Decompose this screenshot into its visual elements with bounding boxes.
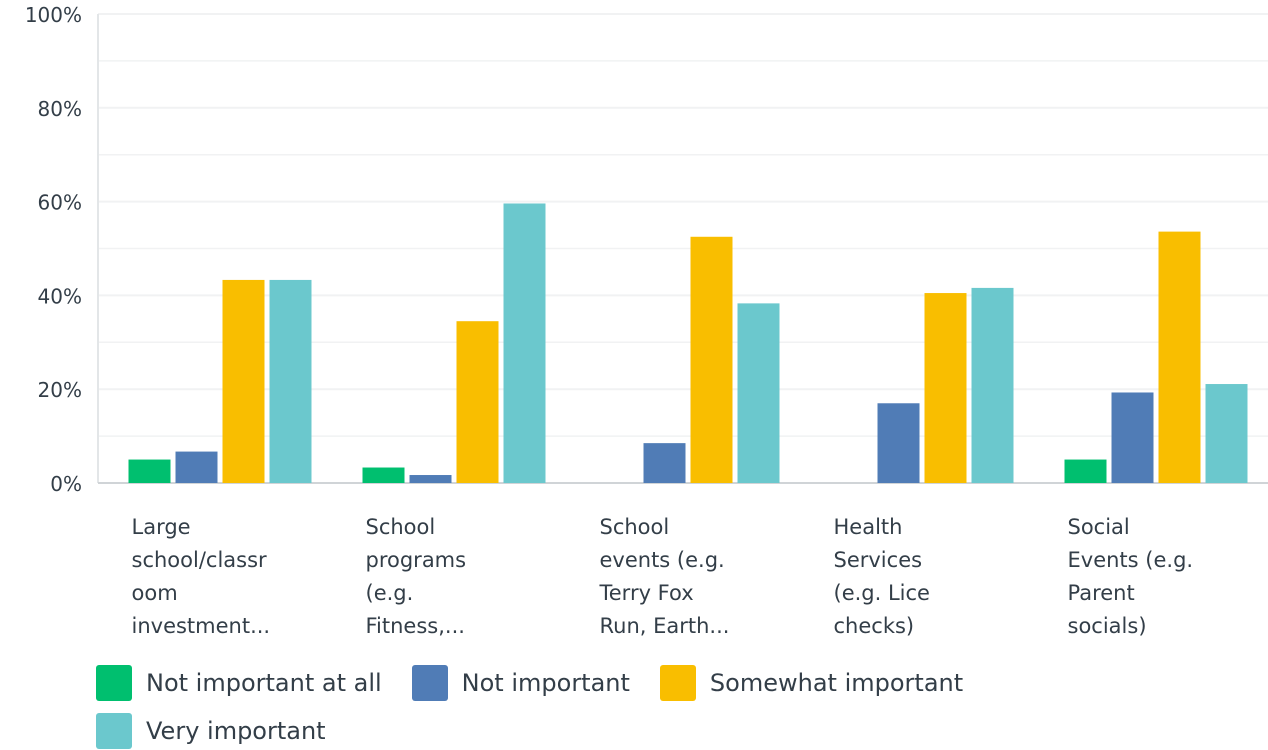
bars <box>128 203 1248 483</box>
legend-label: Very important <box>146 717 326 745</box>
legend-label: Not important <box>461 669 630 697</box>
bar <box>643 443 686 483</box>
legend-item: Not important at all <box>96 664 382 702</box>
legend-swatch <box>96 665 132 701</box>
x-category-label-line: Large <box>132 515 191 539</box>
x-category-label-line: Fitness,... <box>366 614 465 638</box>
y-tick-label: 80% <box>38 97 82 121</box>
bar <box>1064 459 1107 483</box>
bar <box>1111 392 1154 483</box>
y-tick-label: 0% <box>50 472 82 496</box>
x-category-label-line: oom <box>132 581 178 605</box>
bar <box>924 293 967 483</box>
legend-item: Not important <box>411 664 630 702</box>
x-category-label-line: Health <box>834 515 903 539</box>
x-category-label-line: School <box>600 515 670 539</box>
legend-swatch <box>96 713 132 749</box>
bar <box>690 236 733 483</box>
x-category-label-line: Terry Fox <box>599 581 694 605</box>
bar <box>222 279 265 483</box>
bar <box>362 467 405 483</box>
x-category-label-line: Run, Earth... <box>600 614 730 638</box>
x-category-label: Social Events (e.g. Parent socials) <box>1068 515 1194 638</box>
bar <box>269 279 312 483</box>
legend-label: Somewhat important <box>709 669 964 697</box>
legend-swatch <box>659 665 696 701</box>
x-category-label-line: Social <box>1068 515 1130 539</box>
x-category-label-line: (e.g. Lice <box>834 581 930 605</box>
bar <box>456 321 499 483</box>
x-category-label-line: (e.g. <box>366 581 414 605</box>
bar <box>409 475 452 483</box>
x-category-label-line: Parent <box>1068 581 1135 605</box>
bar <box>1158 231 1201 483</box>
bar <box>128 459 171 483</box>
bar <box>877 403 920 483</box>
bar <box>503 203 546 483</box>
bar <box>1205 384 1248 483</box>
x-category-label-line: programs <box>366 548 467 572</box>
legend-label: Not important at all <box>146 669 382 697</box>
legend: Not important at all Not important Somewha… <box>96 664 1196 750</box>
x-category-label: Large school/classr oom investment... <box>132 515 271 638</box>
bar <box>971 287 1014 483</box>
x-category-label: School events (e.g. Terry Fox Run, Earth... <box>599 515 730 638</box>
x-category-label: Health Services (e.g. Lice checks) <box>834 515 930 638</box>
y-tick-label: 60% <box>38 191 82 215</box>
legend-item: Very important <box>96 712 326 750</box>
y-tick-label: 20% <box>38 378 82 402</box>
x-category-label-line: checks) <box>834 614 915 638</box>
bar-chart: 0% 20% 40% 60% 80% 100% Large school/classr oom… <box>25 3 1268 638</box>
x-axis-labels: Large school/classr oom investment... School… <box>132 515 1194 638</box>
y-tick-label: 40% <box>38 284 82 308</box>
bar <box>737 303 780 483</box>
y-tick-label: 100% <box>25 3 82 27</box>
x-category-label-line: School <box>366 515 436 539</box>
legend-item: Somewhat important <box>659 664 964 702</box>
legend-swatch <box>411 665 448 701</box>
x-category-label-line: socials) <box>1068 614 1147 638</box>
x-category-label-line: events (e.g. <box>600 548 725 572</box>
bar <box>175 451 218 483</box>
x-category-label-line: school/classr <box>132 548 268 572</box>
x-category-label-line: Events (e.g. <box>1068 548 1194 572</box>
x-category-label-line: Services <box>834 548 923 572</box>
y-axis: 0% 20% 40% 60% 80% 100% <box>25 3 82 496</box>
x-category-label: School programs (e.g. Fitness,... <box>366 515 467 638</box>
x-category-label-line: investment... <box>132 614 271 638</box>
